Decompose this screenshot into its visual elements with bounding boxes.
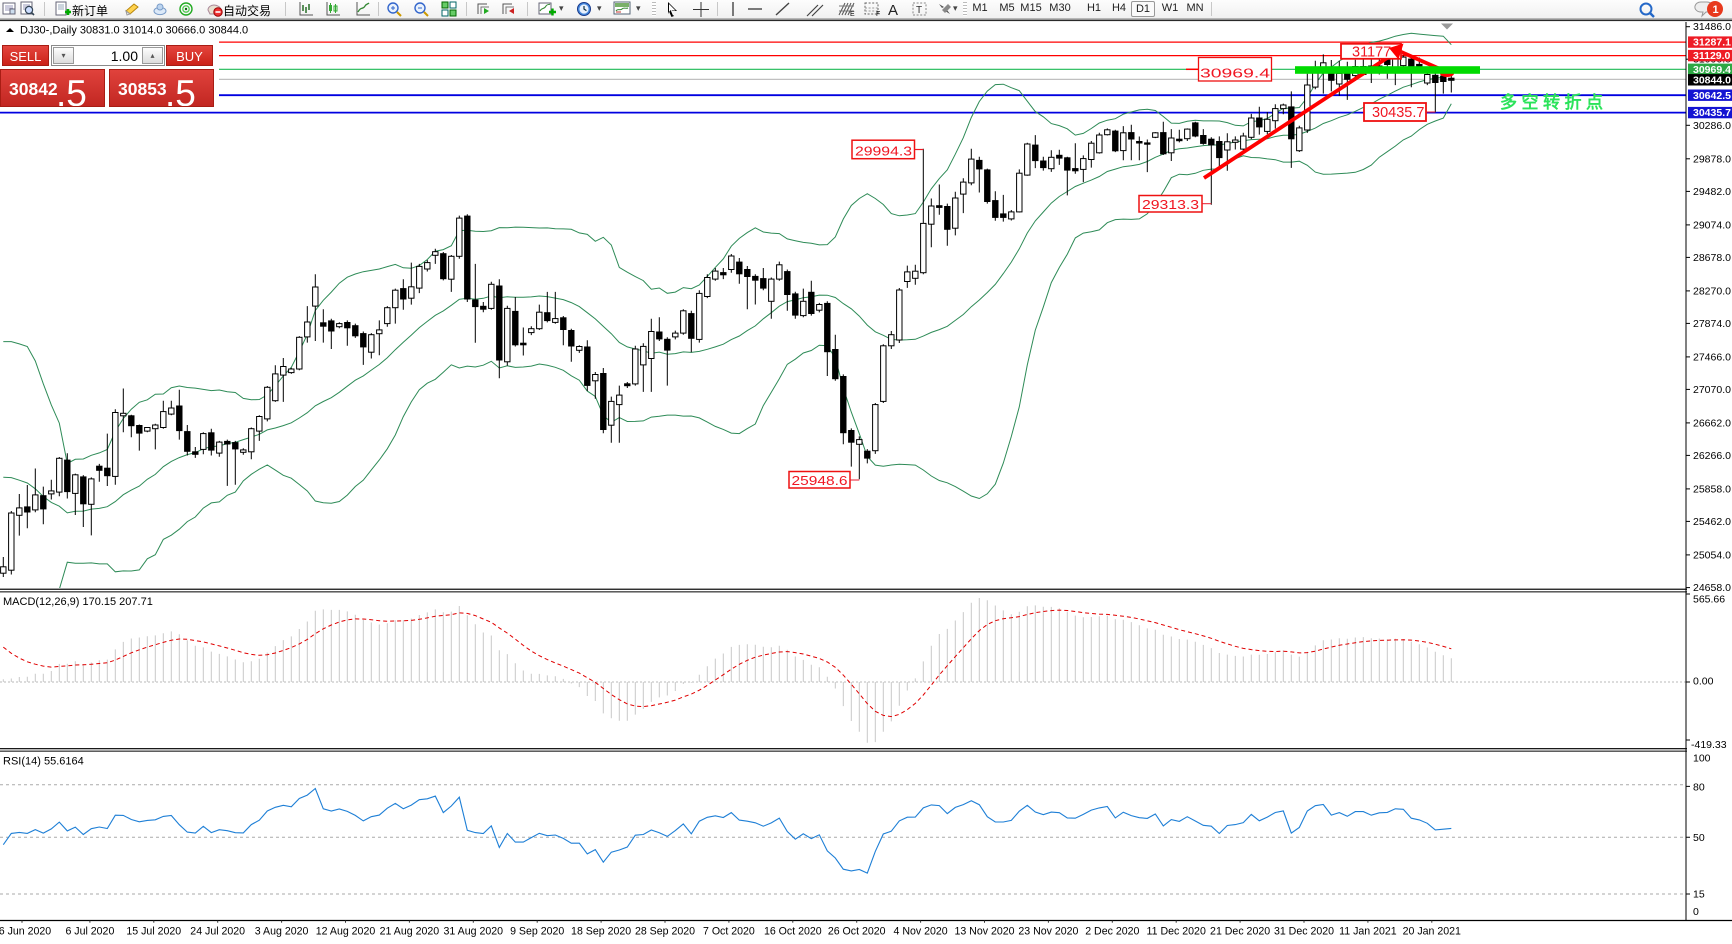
svg-text:-419.33: -419.33: [1691, 739, 1727, 751]
svg-text:80: 80: [1693, 781, 1705, 793]
svg-text:31486.0: 31486.0: [1693, 21, 1731, 33]
svg-text:30969.4: 30969.4: [1200, 66, 1270, 81]
svg-text:30286.0: 30286.0: [1693, 120, 1731, 132]
svg-text:25948.6: 25948.6: [792, 473, 848, 488]
svg-text:RSI(14) 55.6164: RSI(14) 55.6164: [3, 756, 84, 768]
svg-text:21 Dec 2020: 21 Dec 2020: [1210, 926, 1270, 938]
svg-text:30435.7: 30435.7: [1372, 105, 1424, 121]
svg-text:30844.0: 30844.0: [1693, 74, 1731, 86]
svg-text:28270.0: 28270.0: [1693, 285, 1731, 297]
svg-text:30435.7: 30435.7: [1693, 107, 1731, 119]
svg-text:26 Oct 2020: 26 Oct 2020: [828, 926, 886, 938]
svg-text:25462.0: 25462.0: [1693, 516, 1731, 528]
svg-text:12 Aug 2020: 12 Aug 2020: [316, 926, 376, 938]
svg-text:15: 15: [1693, 889, 1705, 901]
svg-text:27466.0: 27466.0: [1693, 351, 1731, 363]
svg-text:7 Oct 2020: 7 Oct 2020: [703, 926, 755, 938]
svg-text:23 Nov 2020: 23 Nov 2020: [1018, 926, 1078, 938]
svg-text:27874.0: 27874.0: [1693, 318, 1731, 330]
svg-text:E: E: [850, 11, 855, 17]
svg-text:24 Jul 2020: 24 Jul 2020: [190, 926, 245, 938]
svg-text:31129.0: 31129.0: [1693, 50, 1731, 62]
svg-text:25054.0: 25054.0: [1693, 549, 1731, 561]
svg-text:4 Nov 2020: 4 Nov 2020: [894, 926, 948, 938]
svg-text:25858.0: 25858.0: [1693, 483, 1731, 495]
svg-text:15 Jul 2020: 15 Jul 2020: [126, 926, 181, 938]
svg-text:29313.3: 29313.3: [1142, 197, 1199, 212]
svg-text:27070.0: 27070.0: [1693, 384, 1731, 396]
svg-text:DJ30-,Daily 30831.0 31014.0 3: DJ30-,Daily 30831.0 31014.0 30666.0 3084…: [20, 25, 248, 37]
svg-text:29074.0: 29074.0: [1693, 219, 1731, 231]
svg-text:F: F: [876, 11, 880, 17]
svg-text:11 Jan 2021: 11 Jan 2021: [1339, 926, 1397, 938]
svg-text:100: 100: [1693, 752, 1711, 764]
svg-text:T: T: [916, 5, 922, 16]
svg-text:多空转折点: 多空转折点: [1500, 92, 1608, 112]
svg-text:3 Aug 2020: 3 Aug 2020: [255, 926, 309, 938]
svg-text:6 Jul 2020: 6 Jul 2020: [65, 926, 114, 938]
svg-text:31287.1: 31287.1: [1693, 37, 1731, 49]
svg-text:2 Dec 2020: 2 Dec 2020: [1085, 926, 1139, 938]
svg-text:16 Oct 2020: 16 Oct 2020: [764, 926, 822, 938]
svg-text:21 Aug 2020: 21 Aug 2020: [380, 926, 440, 938]
svg-text:26 Jun 2020: 26 Jun 2020: [0, 926, 51, 938]
svg-text:30969.4: 30969.4: [1693, 64, 1731, 76]
svg-text:30642.5: 30642.5: [1693, 90, 1731, 102]
svg-text:28678.0: 28678.0: [1693, 252, 1731, 264]
svg-text:18 Sep 2020: 18 Sep 2020: [571, 926, 631, 938]
svg-text:31 Aug 2020: 31 Aug 2020: [444, 926, 504, 938]
svg-text:29994.3: 29994.3: [855, 144, 912, 159]
svg-text:31 Dec 2020: 31 Dec 2020: [1274, 926, 1334, 938]
svg-text:0: 0: [1693, 906, 1699, 918]
svg-text:11 Dec 2020: 11 Dec 2020: [1147, 926, 1206, 938]
svg-text:26266.0: 26266.0: [1693, 450, 1731, 462]
svg-text:28 Sep 2020: 28 Sep 2020: [635, 926, 695, 938]
svg-text:29878.0: 29878.0: [1693, 153, 1731, 165]
svg-text:0.00: 0.00: [1693, 676, 1714, 688]
svg-text:20 Jan 2021: 20 Jan 2021: [1403, 926, 1461, 938]
svg-text:50: 50: [1693, 832, 1705, 844]
svg-text:13 Nov 2020: 13 Nov 2020: [954, 926, 1014, 938]
svg-text:29482.0: 29482.0: [1693, 186, 1731, 198]
svg-text:26662.0: 26662.0: [1693, 417, 1731, 429]
svg-text:1: 1: [1713, 4, 1719, 16]
svg-text:9 Sep 2020: 9 Sep 2020: [510, 926, 564, 938]
svg-text:24658.0: 24658.0: [1693, 582, 1731, 594]
svg-text:MACD(12,26,9) 170.15 207.71: MACD(12,26,9) 170.15 207.71: [3, 596, 153, 608]
svg-text:565.66: 565.66: [1693, 594, 1725, 606]
svg-text:31177: 31177: [1352, 45, 1391, 61]
